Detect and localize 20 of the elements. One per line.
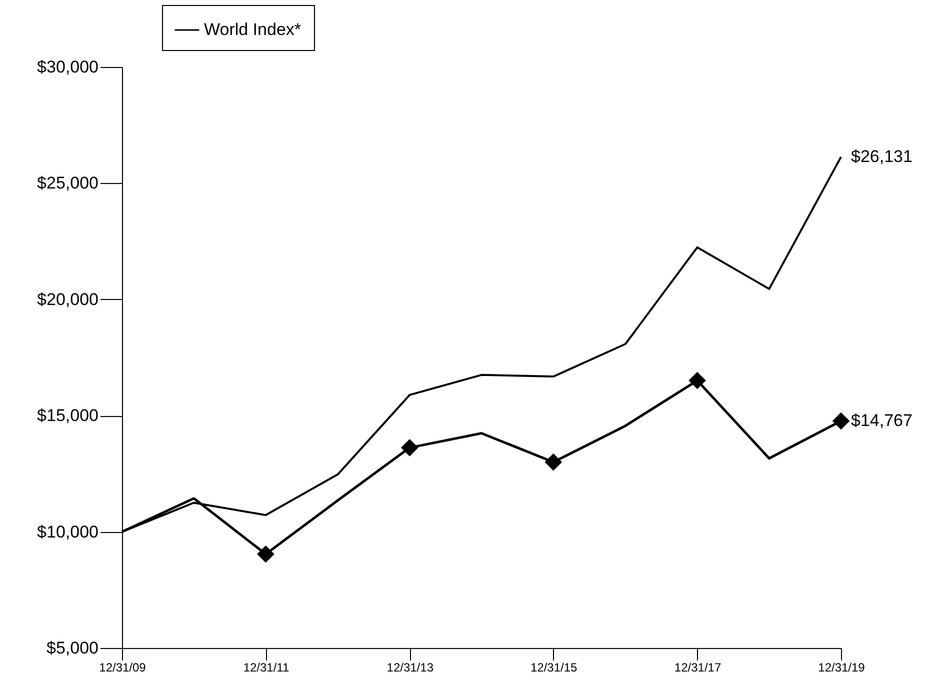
- point: [688, 372, 706, 390]
- point: [832, 412, 850, 430]
- y-tick-label: $10,000: [37, 522, 98, 542]
- y-tick-label: $25,000: [37, 174, 98, 193]
- x-tick-label: 12/31/11: [243, 660, 290, 674]
- point: [544, 453, 562, 471]
- x-tick-label: 12/31/19: [818, 660, 866, 674]
- y-tick-label: $5,000: [46, 638, 98, 658]
- point: [257, 545, 274, 563]
- x-tick-label: 12/31/09: [99, 660, 146, 674]
- data-label: $26,131: [851, 146, 912, 166]
- y-tick-label: $20,000: [37, 290, 98, 309]
- legend-label: World Index*: [204, 20, 302, 39]
- point: [400, 439, 418, 456]
- y-tick-label: $30,000: [37, 58, 98, 76]
- x-tick-label: 12/31/13: [386, 660, 434, 674]
- x-tick-label: 12/31/15: [530, 660, 578, 674]
- data-label: $14,767: [851, 411, 912, 430]
- x-tick-label: 12/31/17: [674, 660, 722, 674]
- y-tick-label: $15,000: [37, 406, 98, 426]
